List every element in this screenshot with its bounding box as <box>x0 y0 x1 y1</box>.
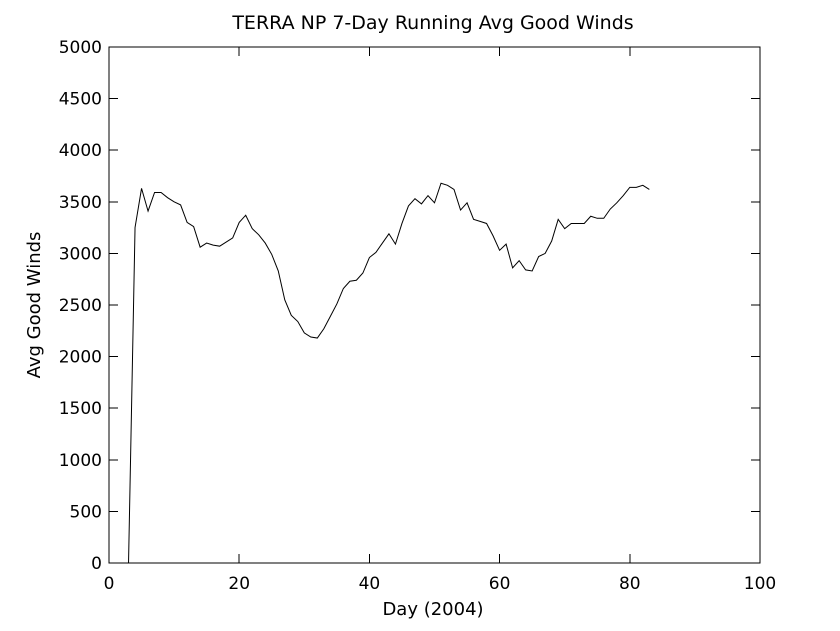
y-axis-ticks: 0 500 1000 1500 2000 2500 3000 3500 4000 4500 5000 <box>59 38 760 574</box>
x-axis-ticks: 0 20 40 60 80 100 <box>104 47 776 594</box>
running-average-line <box>128 182 650 564</box>
y-tick-label: 2500 <box>59 296 102 316</box>
y-tick-label: 5000 <box>59 38 102 58</box>
x-axis-label: Day (2004) <box>382 599 483 620</box>
x-tick-label: 60 <box>489 574 511 594</box>
y-tick-label: 4500 <box>59 90 102 110</box>
y-tick-label: 1500 <box>59 399 102 419</box>
x-tick-label: 100 <box>744 574 776 594</box>
plot-frame <box>108 46 761 564</box>
x-tick-label: 40 <box>359 574 381 594</box>
y-tick-label: 500 <box>70 502 102 522</box>
y-tick-label: 1000 <box>59 451 102 471</box>
x-tick-label: 20 <box>228 574 250 594</box>
y-axis-label: Avg Good Winds <box>24 232 45 379</box>
y-tick-label: 3500 <box>59 193 102 213</box>
y-tick-label: 3000 <box>59 244 102 264</box>
y-tick-label: 4000 <box>59 141 102 161</box>
y-tick-label: 0 <box>91 554 102 574</box>
axes: 0 20 40 60 80 100 0 500 1000 1500 2000 2500 3000 350… <box>59 38 776 594</box>
chart-title: TERRA NP 7-Day Running Avg Good Winds <box>231 12 633 34</box>
x-tick-label: 0 <box>104 574 115 594</box>
x-tick-label: 80 <box>619 574 641 594</box>
y-tick-label: 2000 <box>59 348 102 368</box>
